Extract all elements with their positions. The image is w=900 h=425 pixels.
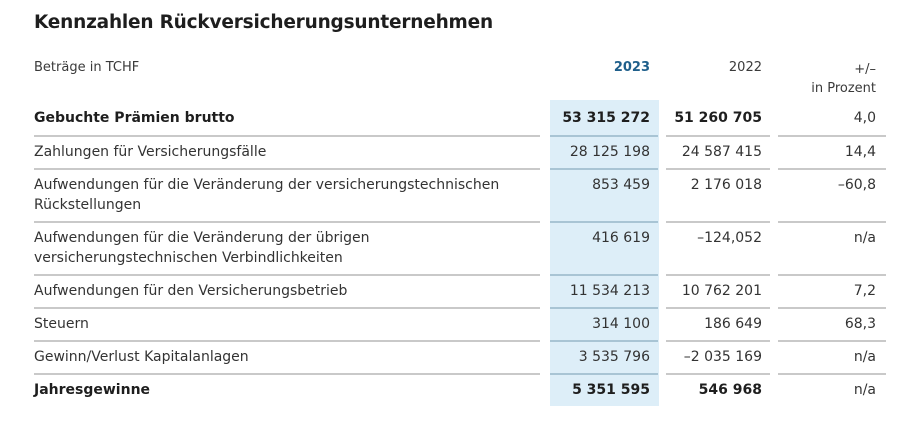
row-label: Jahresgewinne — [34, 382, 151, 398]
value-change: 4,0 — [853, 110, 876, 126]
row-divider — [778, 340, 886, 342]
value-2022: –2 035 169 — [683, 349, 762, 365]
row-label: Steuern — [34, 316, 89, 332]
row-divider — [666, 307, 770, 309]
current-year-column-highlight — [550, 100, 659, 406]
value-2022: 186 649 — [704, 316, 762, 332]
value-2022: 24 587 415 — [681, 144, 762, 160]
row-label: Gewinn/Verlust Kapitalanlagen — [34, 349, 249, 365]
value-2022: –124,052 — [697, 230, 762, 246]
page-title: Kennzahlen Rückversicherungsunternehmen — [34, 12, 493, 33]
value-2022: 546 968 — [698, 382, 762, 398]
row-label: Aufwendungen für die Veränderung der ver… — [34, 177, 500, 213]
value-change: n/a — [853, 382, 876, 398]
value-change: 7,2 — [853, 283, 876, 299]
value-2023: 3 535 796 — [578, 349, 650, 365]
value-change: –60,8 — [837, 177, 876, 193]
column-header-2023: 2023 — [613, 60, 650, 75]
row-divider — [666, 135, 770, 137]
row-divider — [550, 168, 658, 170]
value-2023: 28 125 198 — [569, 144, 650, 160]
row-divider — [666, 274, 770, 276]
row-divider — [34, 168, 540, 170]
row-divider — [34, 135, 540, 137]
row-divider — [550, 307, 658, 309]
value-2022: 10 762 201 — [681, 283, 762, 299]
row-divider — [666, 221, 770, 223]
row-divider — [34, 307, 540, 309]
row-divider — [34, 221, 540, 223]
value-change: n/a — [853, 230, 876, 246]
column-header-2022: 2022 — [728, 60, 762, 75]
column-header-change: +/– in Prozent — [778, 60, 876, 98]
row-divider — [666, 373, 770, 375]
value-2022: 51 260 705 — [674, 110, 762, 126]
unit-label: Beträge in TCHF — [34, 60, 140, 75]
row-divider — [550, 135, 658, 137]
column-header-change-line2: in Prozent — [811, 81, 876, 96]
row-divider — [778, 168, 886, 170]
row-divider — [666, 340, 770, 342]
value-change: 68,3 — [844, 316, 876, 332]
row-divider — [778, 307, 886, 309]
row-label: Aufwendungen für die Veränderung der übr… — [34, 230, 370, 266]
row-divider — [778, 221, 886, 223]
value-2023: 416 619 — [592, 230, 650, 246]
row-divider — [34, 340, 540, 342]
value-2023: 314 100 — [592, 316, 650, 332]
row-divider — [778, 373, 886, 375]
row-divider — [550, 221, 658, 223]
value-2023: 11 534 213 — [569, 283, 650, 299]
value-2022: 2 176 018 — [690, 177, 762, 193]
row-label: Gebuchte Prämien brutto — [34, 110, 235, 126]
row-divider — [666, 168, 770, 170]
row-divider — [550, 274, 658, 276]
row-label: Zahlungen für Versicherungsfälle — [34, 144, 267, 160]
value-2023: 853 459 — [592, 177, 650, 193]
row-label: Aufwendungen für den Versicherungsbetrie… — [34, 283, 348, 299]
row-divider — [550, 340, 658, 342]
row-divider — [34, 274, 540, 276]
value-2023: 53 315 272 — [562, 110, 650, 126]
row-divider — [778, 135, 886, 137]
value-change: 14,4 — [844, 144, 876, 160]
column-header-change-line1: +/– — [854, 62, 876, 77]
row-divider — [34, 373, 540, 375]
row-divider — [778, 274, 886, 276]
value-2023: 5 351 595 — [572, 382, 650, 398]
row-divider — [550, 373, 658, 375]
value-change: n/a — [853, 349, 876, 365]
